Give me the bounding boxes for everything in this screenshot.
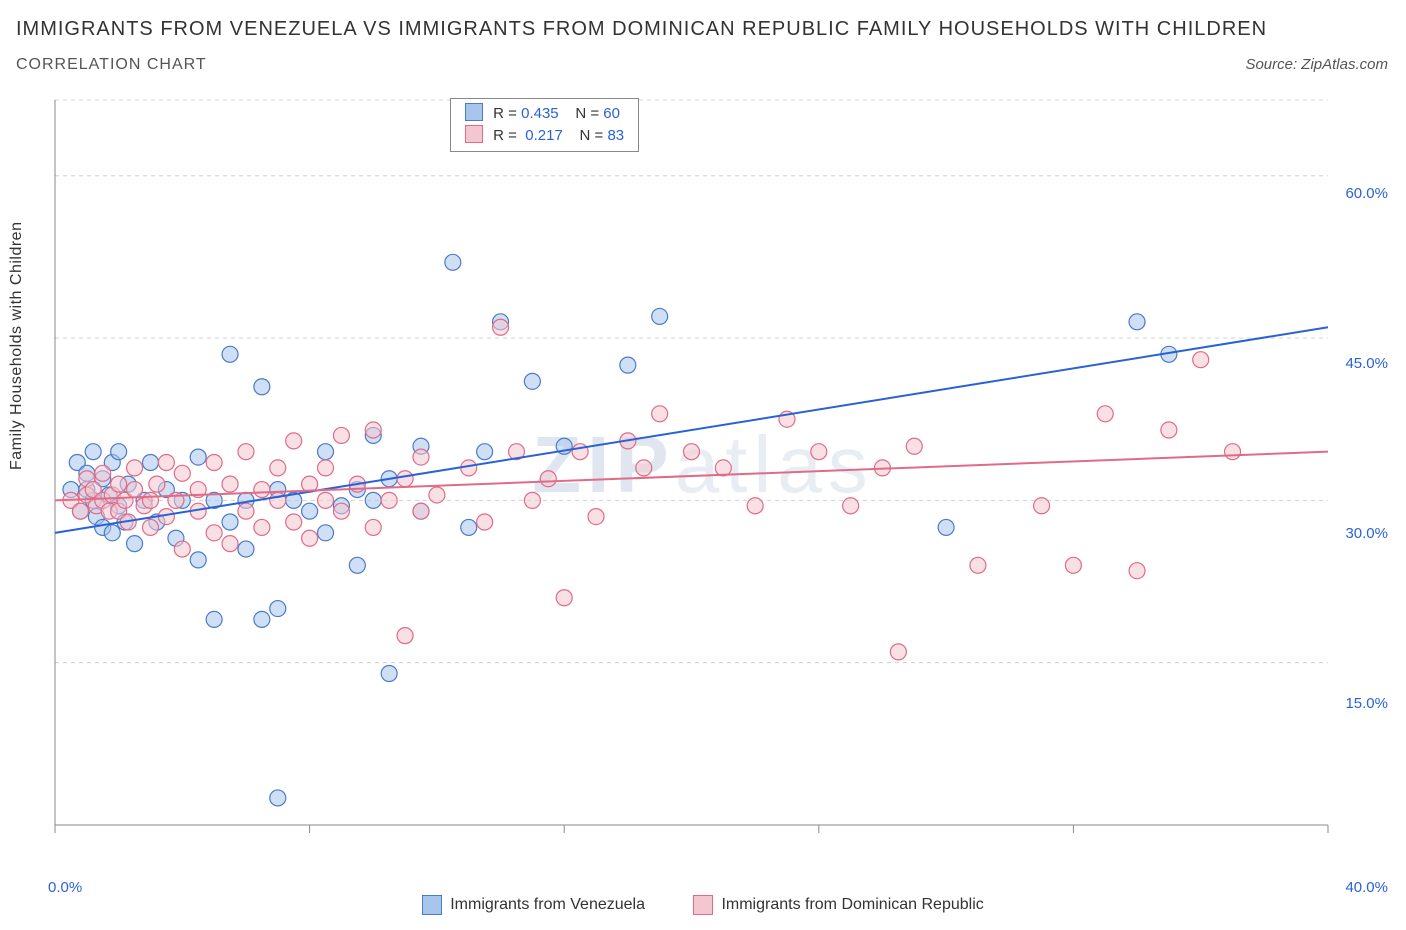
legend-row: R = 0.435 N = 60 [465, 103, 624, 125]
y-tick-label: 30.0% [1345, 525, 1388, 542]
n-value: 60 [603, 105, 620, 122]
chart-title-main: IMMIGRANTS FROM VENEZUELA VS IMMIGRANTS … [16, 18, 1267, 41]
n-value: 83 [607, 127, 624, 144]
scatter-plot [50, 95, 1388, 855]
legend-item: Immigrants from Venezuela [422, 895, 645, 915]
x-tick-label: 0.0% [48, 879, 82, 896]
correlation-legend-box: R = 0.435 N = 60 R = 0.217 N = 83 [450, 98, 639, 152]
legend-swatch-icon [693, 895, 713, 915]
legend-swatch-icon [422, 895, 442, 915]
r-label: R = [493, 127, 517, 144]
y-tick-label: 15.0% [1345, 695, 1388, 712]
source-label: Source: ZipAtlas.com [1245, 56, 1388, 73]
r-value: 0.217 [525, 127, 563, 144]
legend-swatch-icon [465, 125, 483, 143]
legend-label: Immigrants from Venezuela [450, 896, 645, 914]
x-tick-label: 40.0% [1345, 879, 1388, 896]
n-label: N = [580, 127, 604, 144]
chart-title-sub: CORRELATION CHART [16, 56, 207, 74]
legend-swatch-icon [465, 103, 483, 121]
legend-label: Immigrants from Dominican Republic [721, 896, 983, 914]
legend-item: Immigrants from Dominican Republic [693, 895, 983, 915]
bottom-legend: Immigrants from Venezuela Immigrants fro… [0, 895, 1406, 920]
chart-svg [50, 95, 1388, 855]
n-label: N = [575, 105, 599, 122]
legend-row: R = 0.217 N = 83 [465, 125, 624, 147]
y-axis-label: Family Households with Children [8, 222, 26, 470]
r-label: R = [493, 105, 517, 122]
y-tick-label: 45.0% [1345, 355, 1388, 372]
r-value: 0.435 [521, 105, 559, 122]
y-tick-label: 60.0% [1345, 185, 1388, 202]
